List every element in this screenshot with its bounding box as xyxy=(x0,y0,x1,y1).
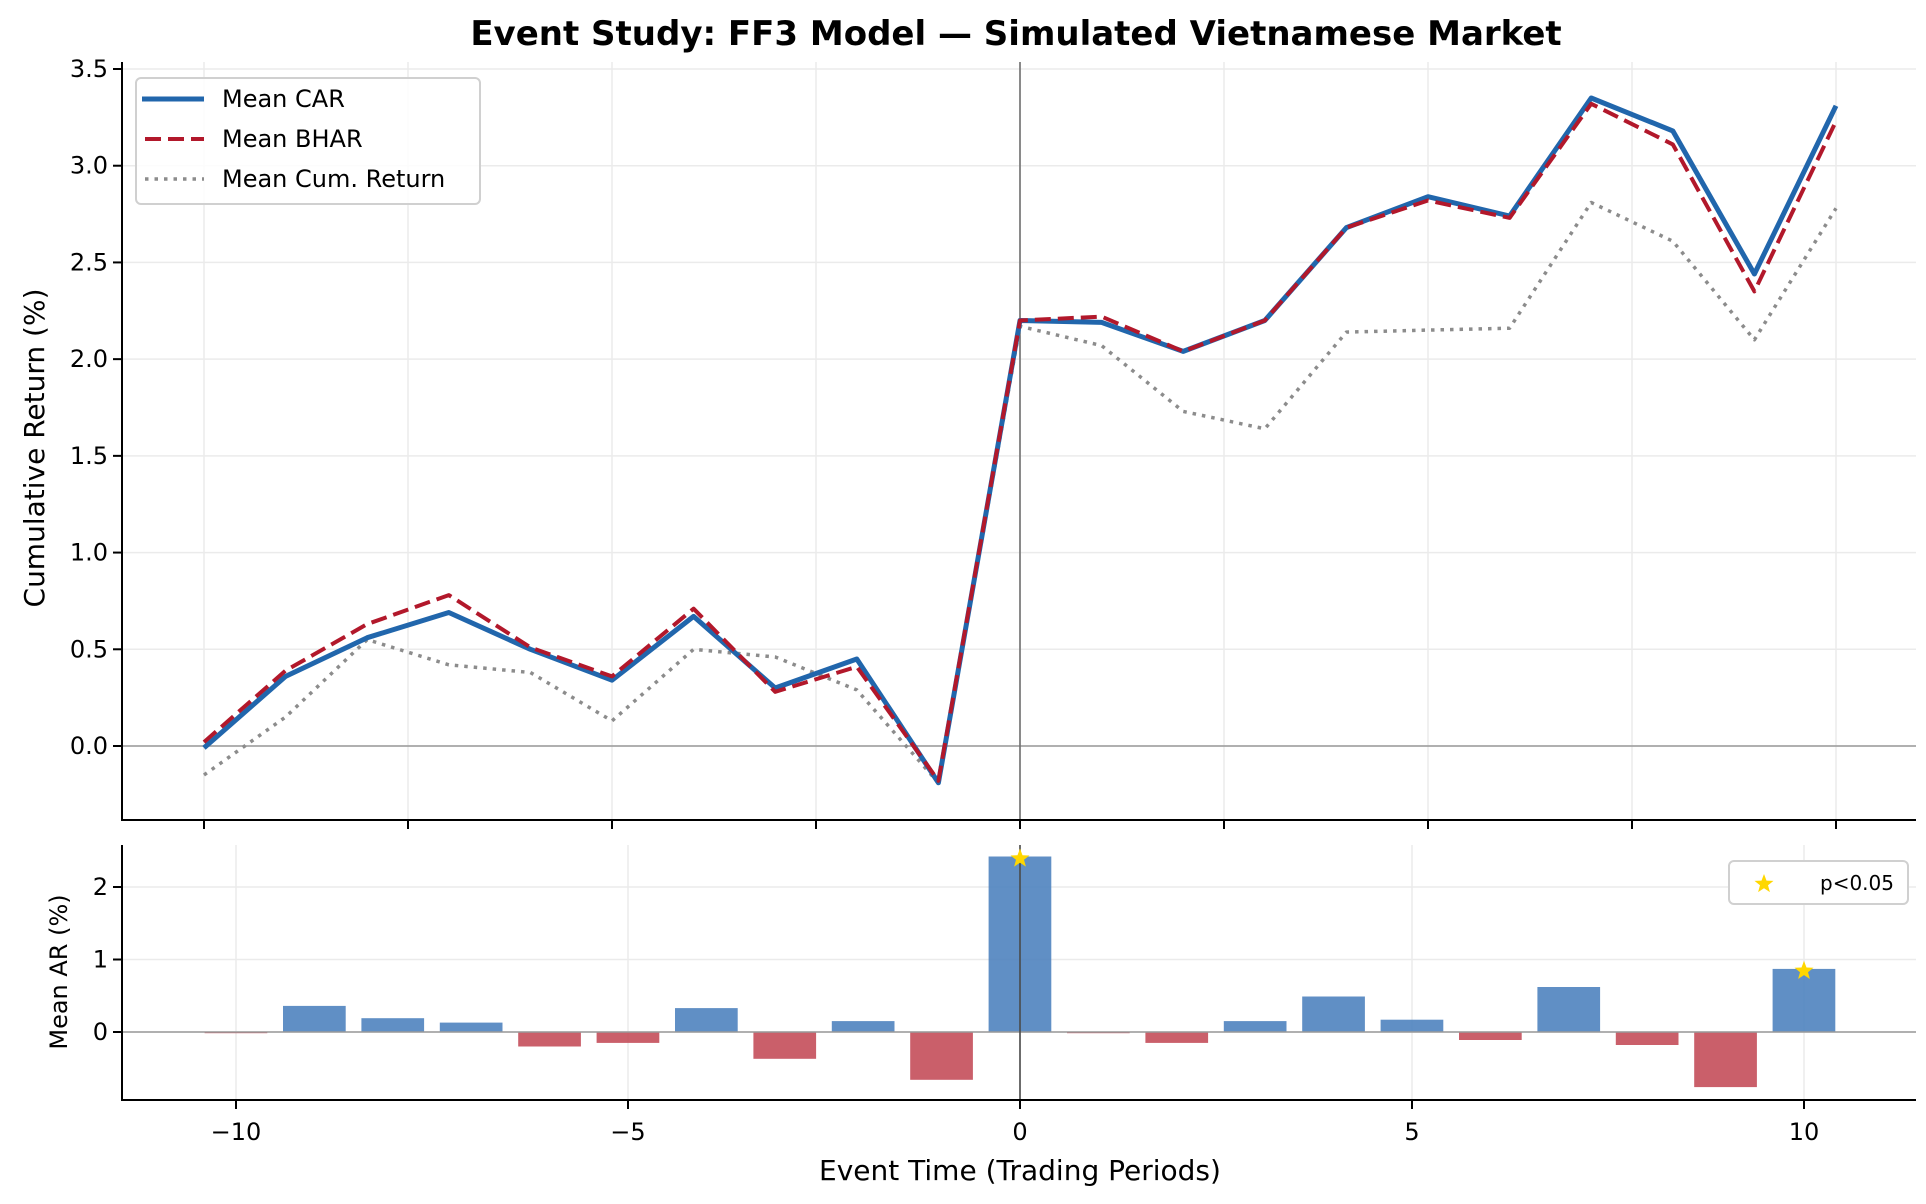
bottom-y-tick-label: 1 xyxy=(93,946,108,974)
ar-bar xyxy=(1616,1032,1679,1045)
top-y-tick-label: 3.0 xyxy=(70,152,108,180)
bottom-y-tick-label: 0 xyxy=(93,1018,108,1046)
ar-bar xyxy=(1302,997,1365,1033)
legend-label-cum-return: Mean Cum. Return xyxy=(222,165,445,193)
top-legend: Mean CAR Mean BHAR Mean Cum. Return xyxy=(136,78,480,204)
ar-bar xyxy=(283,1006,346,1032)
bottom-x-ticks: −10 −5 0 5 10 xyxy=(211,1100,1820,1146)
bottom-x-tick-label: 10 xyxy=(1789,1118,1820,1146)
ar-bar xyxy=(675,1008,738,1032)
bottom-x-tick-label: 0 xyxy=(1012,1118,1027,1146)
ar-bar xyxy=(597,1032,660,1043)
ar-bar xyxy=(1459,1032,1522,1040)
bottom-x-tick-label: −5 xyxy=(610,1118,645,1146)
bottom-x-tick-label: 5 xyxy=(1404,1118,1419,1146)
ar-bar xyxy=(440,1023,503,1032)
chart-title: Event Study: FF3 Model — Simulated Vietn… xyxy=(470,14,1561,54)
top-y-tick-label: 1.5 xyxy=(70,442,108,470)
bottom-x-tick-label: −10 xyxy=(211,1118,262,1146)
mean-ar-panel: 0 1 2 −10 −5 0 5 10 Mean AR (%) Event Time (Tr… xyxy=(45,845,1916,1187)
bottom-y-ticks: 0 1 2 xyxy=(93,873,122,1046)
ar-bar xyxy=(1381,1020,1444,1032)
ar-bar xyxy=(753,1032,816,1059)
top-y-tick-label: 0.0 xyxy=(70,732,108,760)
top-y-tick-label: 2.5 xyxy=(70,248,108,276)
top-y-tick-label: 1.0 xyxy=(70,539,108,567)
ar-bar xyxy=(1773,969,1836,1032)
figure: Event Study: FF3 Model — Simulated Vietn… xyxy=(0,0,1926,1204)
legend-label-bhar: Mean BHAR xyxy=(222,125,363,153)
legend-label-car: Mean CAR xyxy=(222,85,345,113)
bottom-y-axis-label: Mean AR (%) xyxy=(45,894,73,1049)
ar-bar xyxy=(832,1021,895,1032)
top-y-axis-label: Cumulative Return (%) xyxy=(18,289,51,608)
bottom-legend: p<0.05 xyxy=(1729,861,1908,904)
ar-bar xyxy=(1145,1032,1208,1043)
ar-bar xyxy=(1537,987,1600,1032)
top-y-ticks: 0.0 0.5 1.0 1.5 2.0 2.5 3.0 3.5 xyxy=(70,55,122,760)
legend-label-significance: p<0.05 xyxy=(1820,871,1894,895)
x-axis-label: Event Time (Trading Periods) xyxy=(819,1154,1221,1187)
top-y-tick-label: 3.5 xyxy=(70,55,108,83)
cumulative-return-panel: 0.0 0.5 1.0 1.5 2.0 2.5 3.0 3.5 Cumulative Retu… xyxy=(18,55,1916,829)
ar-bar xyxy=(518,1032,581,1047)
ar-bar xyxy=(361,1018,424,1032)
ar-bar xyxy=(1224,1021,1287,1032)
ar-bar xyxy=(910,1032,973,1080)
bottom-y-tick-label: 2 xyxy=(93,873,108,901)
top-y-tick-label: 0.5 xyxy=(70,635,108,663)
top-y-tick-label: 2.0 xyxy=(70,345,108,373)
ar-bar xyxy=(1694,1032,1757,1087)
